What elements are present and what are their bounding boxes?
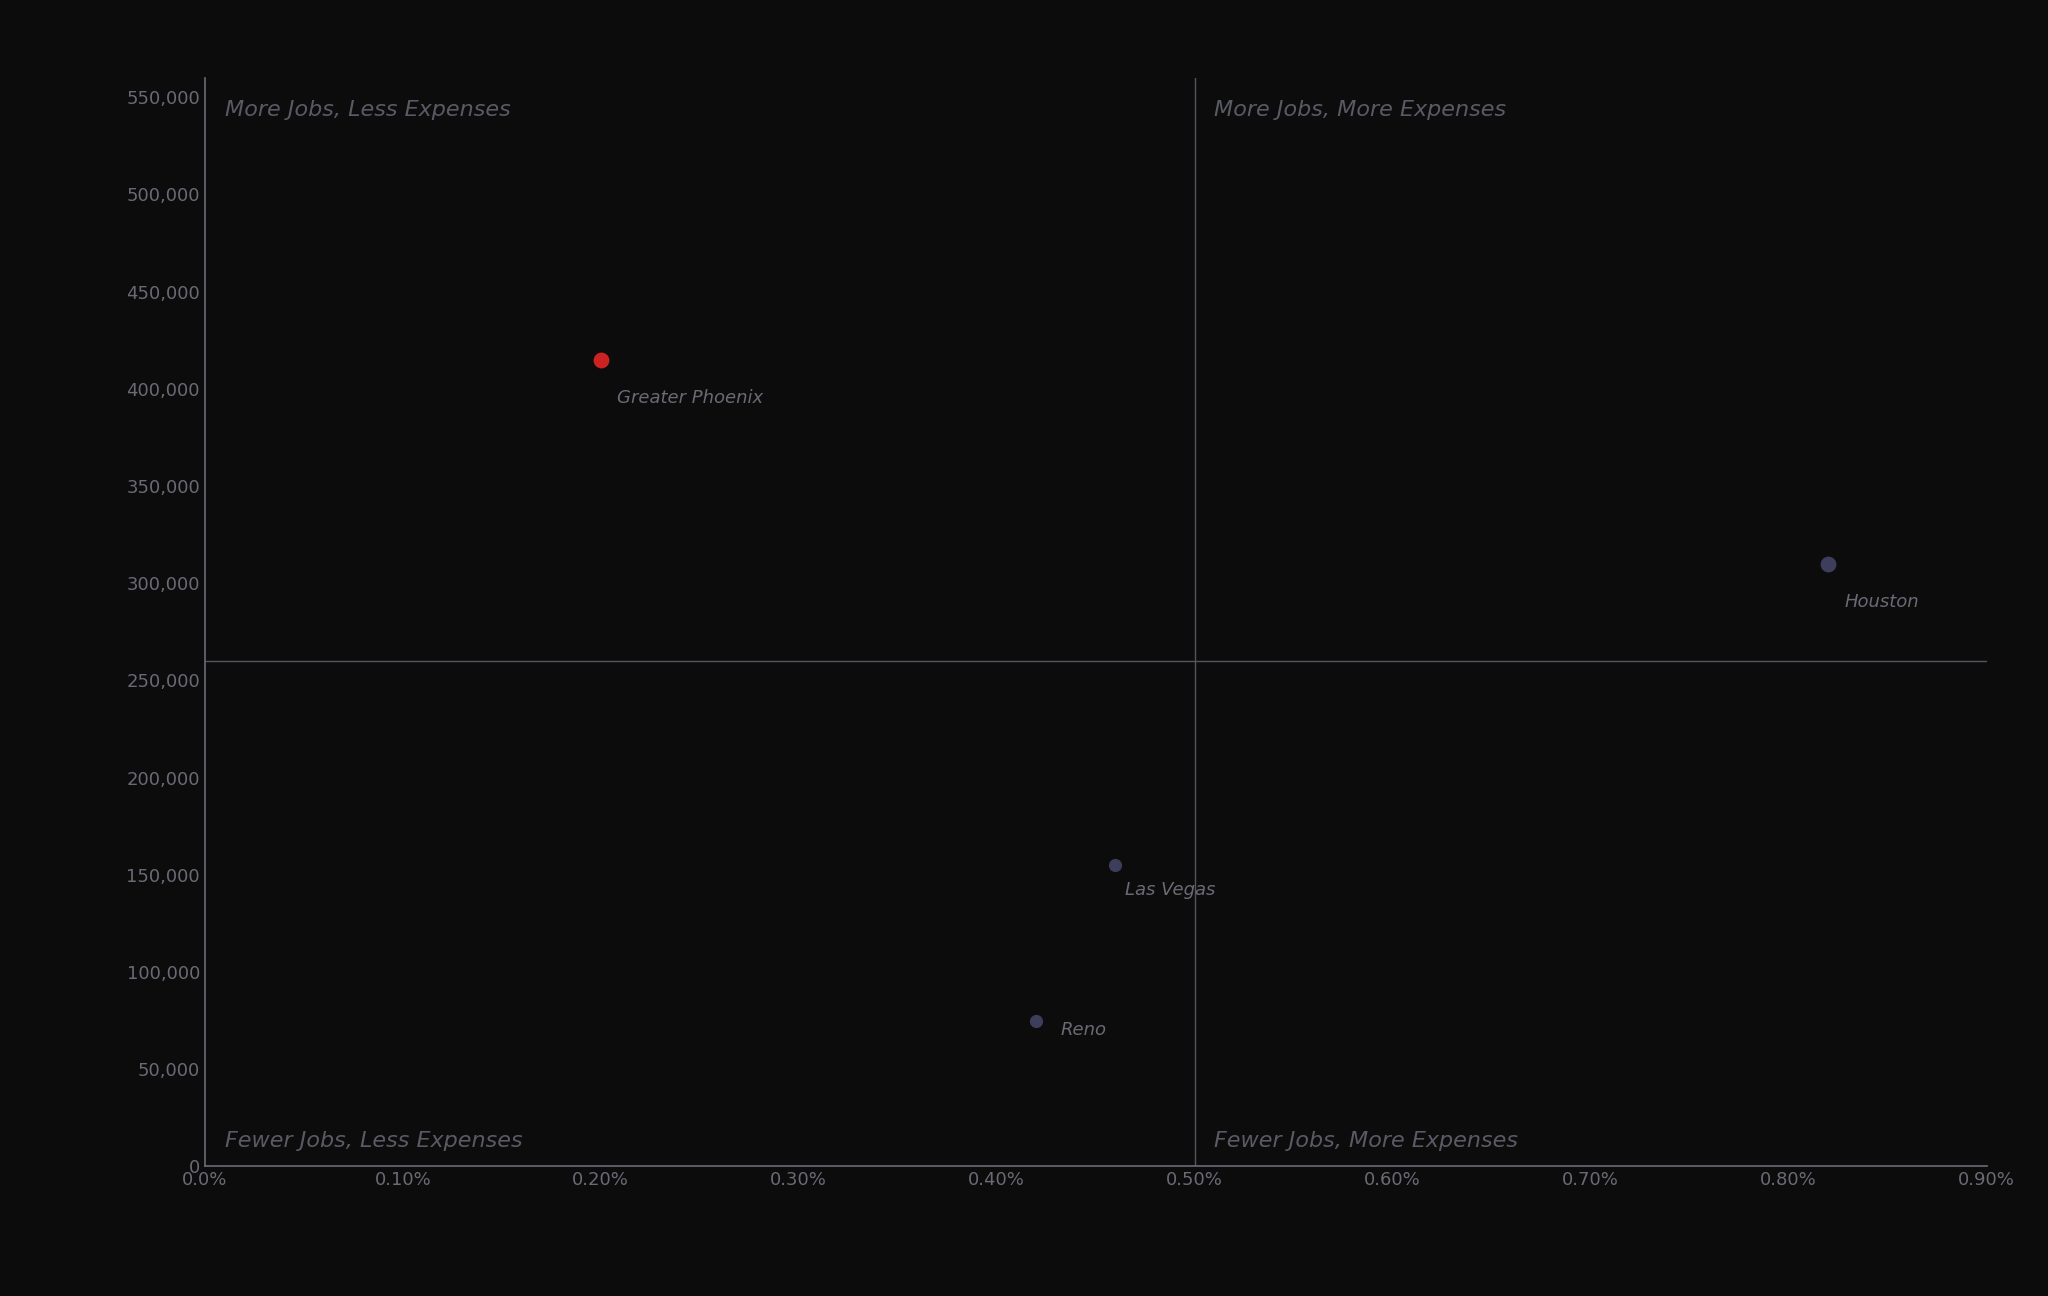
Text: More Jobs, More Expenses: More Jobs, More Expenses [1214,100,1507,119]
Point [1020,1011,1053,1032]
Text: Greater Phoenix: Greater Phoenix [616,389,762,407]
Text: Las Vegas: Las Vegas [1126,881,1217,898]
Point [584,349,616,371]
Text: Houston: Houston [1843,594,1919,610]
Text: Fewer Jobs, Less Expenses: Fewer Jobs, Less Expenses [225,1131,522,1151]
Text: More Jobs, Less Expenses: More Jobs, Less Expenses [225,100,510,119]
Text: Fewer Jobs, More Expenses: Fewer Jobs, More Expenses [1214,1131,1518,1151]
Text: Reno: Reno [1061,1021,1106,1038]
Point [1100,855,1133,876]
Point [1812,553,1845,574]
